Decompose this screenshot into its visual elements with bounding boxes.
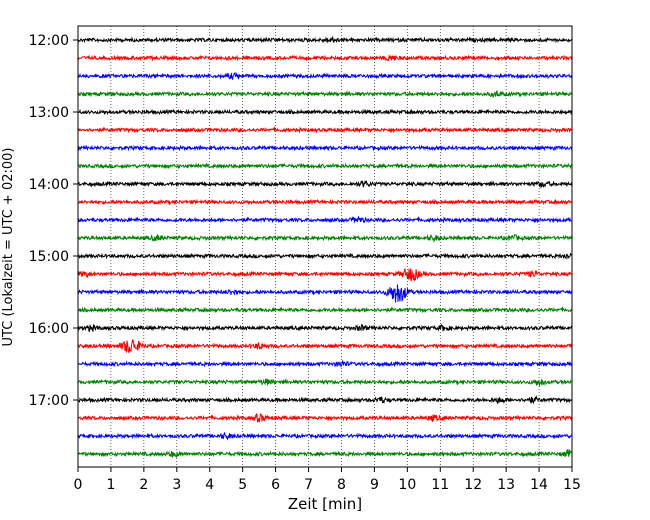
trace-1200 <box>77 36 573 44</box>
x-axis-ticks: 0 1 2 3 4 5 6 7 8 9 10 11 12 13 14 15 <box>74 467 581 493</box>
x-tick-label: 5 <box>238 477 247 493</box>
x-tick-label: 11 <box>431 477 449 493</box>
trace-1730 <box>77 431 573 441</box>
y-tick-label: 14:00 <box>29 177 69 193</box>
x-tick-label: 8 <box>337 477 346 493</box>
trace-1545 <box>77 306 573 314</box>
x-tick-label: 13 <box>497 477 515 493</box>
trace-1415 <box>77 198 573 206</box>
trace-1500 <box>77 252 573 260</box>
trace-1715 <box>77 412 573 423</box>
trace-1315 <box>77 126 573 134</box>
x-tick-label: 3 <box>172 477 181 493</box>
trace-1215 <box>77 54 573 62</box>
plot-frame <box>77 25 573 468</box>
y-axis-label: UTC (Lokalzeit = UTC + 02:00) <box>1 148 16 347</box>
trace-1230 <box>77 72 573 80</box>
y-tick-label: 13:00 <box>29 105 69 121</box>
trace-1630 <box>77 359 573 368</box>
x-tick-label: 7 <box>304 477 313 493</box>
trace-1700 <box>77 395 573 405</box>
x-tick-label: 9 <box>370 477 379 493</box>
y-tick-label: 15:00 <box>29 249 69 265</box>
x-tick-label: 1 <box>106 477 115 493</box>
x-tick-label: 14 <box>530 477 548 493</box>
trace-1745 <box>77 449 573 459</box>
trace-1515 <box>77 268 573 282</box>
y-tick-label: 16:00 <box>29 321 69 337</box>
trace-1430 <box>77 215 573 224</box>
y-axis-ticks: 12:00 13:00 14:00 15:00 16:00 17:00 <box>29 33 78 409</box>
x-tick-label: 15 <box>563 477 581 493</box>
y-tick-label: 12:00 <box>29 33 69 49</box>
trace-1645 <box>77 378 573 387</box>
trace-1445 <box>77 233 573 244</box>
trace-1600 <box>77 323 573 332</box>
trace-1615 <box>77 339 573 354</box>
trace-1330 <box>77 144 573 152</box>
x-axis-label: Zeit [min] <box>288 495 362 513</box>
x-tick-label: 2 <box>139 477 148 493</box>
x-tick-label: 6 <box>271 477 280 493</box>
x-tick-label: 12 <box>464 477 482 493</box>
trace-1345 <box>77 162 573 170</box>
x-tick-label: 4 <box>205 477 214 493</box>
y-tick-label: 17:00 <box>29 393 69 409</box>
trace-1300 <box>77 108 573 116</box>
trace-1400 <box>77 180 573 189</box>
seismic-traces <box>77 36 573 459</box>
trace-1245 <box>77 89 573 98</box>
x-tick-label: 10 <box>398 477 416 493</box>
trace-1530 <box>77 284 573 303</box>
x-tick-label: 0 <box>74 477 83 493</box>
